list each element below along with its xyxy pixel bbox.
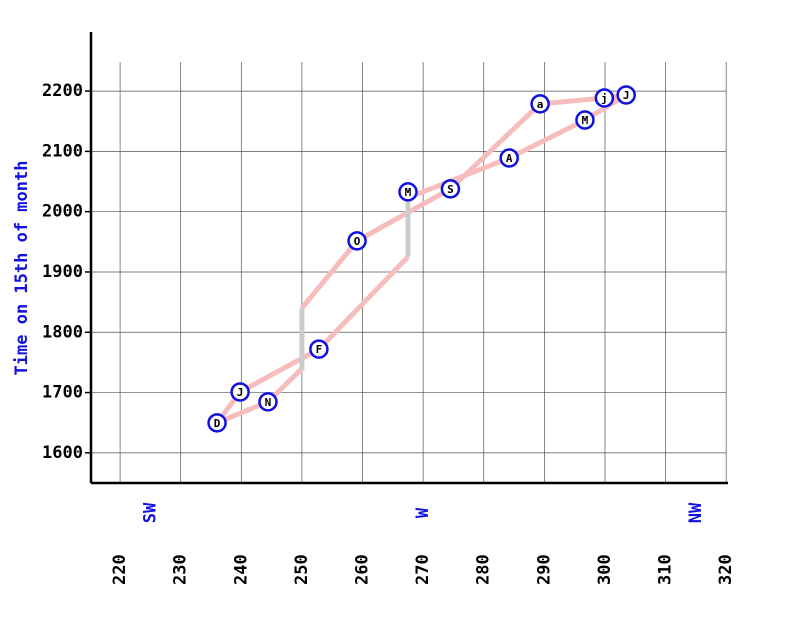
point-label: M [582,114,589,127]
point [398,182,418,202]
point [309,339,329,359]
point-label: F [316,343,323,356]
point-label: O [354,235,361,248]
line [214,92,629,426]
point [230,382,250,402]
y-tick-label: 1800 [42,322,83,342]
x-tick-label: 230 [171,554,191,585]
point-label: S [447,183,454,196]
y-axis-label: Time on 15th of month [12,161,32,376]
point-label: D [214,417,221,430]
point-label: J [623,89,630,102]
point [530,94,550,114]
x-tick-label: 290 [534,554,554,585]
point-label: j [601,92,608,105]
x-tick-label: 250 [292,554,312,585]
point-label: M [405,186,412,199]
x-tick-label: 280 [474,554,494,585]
x-tick-label: 270 [413,554,433,585]
x-tick-label: 310 [656,554,676,585]
x-tick-label: 300 [595,554,615,585]
x-tick-label: 240 [231,554,251,585]
x-tick-label: 320 [716,554,736,585]
y-tick-label: 2100 [42,141,83,161]
direction-label: W [413,507,433,518]
y-tick-label: 2000 [42,202,83,222]
point-label: N [265,396,272,409]
x-tick-label: 260 [353,554,373,585]
direction-label: NW [686,502,706,523]
point [258,392,278,412]
point [594,88,615,108]
point [499,148,519,168]
y-tick-label: 1900 [42,262,83,282]
point-label: A [506,152,513,165]
point [575,110,595,130]
y-tick-label: 1700 [42,383,83,403]
y-tick-label: 1600 [42,443,83,463]
y-tick-label: 2200 [42,81,83,101]
x-tick-label: 220 [110,554,130,585]
point [440,179,461,199]
point [347,231,367,251]
point [616,85,636,105]
direction-label: SW [140,502,160,523]
point-label: a [537,98,544,111]
point-label: J [237,386,244,399]
point [207,413,227,433]
